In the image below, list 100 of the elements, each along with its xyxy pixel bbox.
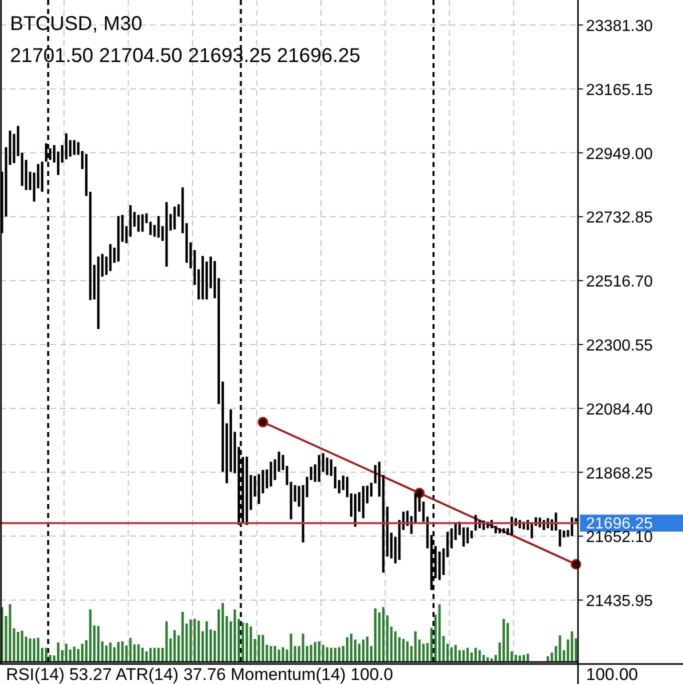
bar (546, 656, 550, 662)
bar (73, 646, 76, 662)
bar (81, 644, 84, 662)
point (258, 416, 268, 428)
bar (502, 528, 505, 534)
bar (246, 623, 248, 662)
bar (374, 608, 376, 662)
bar (117, 642, 120, 662)
bar (189, 620, 192, 662)
bar (173, 206, 176, 230)
bar (242, 622, 244, 662)
bar (65, 644, 68, 662)
y-tick-label: 22732.85 (586, 210, 653, 227)
bar (258, 474, 260, 504)
bar (558, 635, 562, 662)
text: BTCUSD, M30 (10, 13, 142, 35)
bar (466, 648, 469, 662)
bar (526, 654, 530, 662)
bar (121, 641, 124, 662)
bar (358, 644, 360, 662)
bar (193, 618, 196, 662)
bar (32, 638, 36, 662)
bar (362, 486, 364, 518)
bar (314, 642, 316, 662)
bar (478, 650, 481, 662)
text: 100.00 (586, 665, 638, 684)
bar (165, 202, 168, 267)
bar (222, 603, 224, 662)
bar (514, 654, 517, 662)
bar (206, 621, 208, 662)
bar (250, 626, 252, 662)
bar (202, 256, 204, 300)
bar (322, 644, 324, 662)
bar (117, 216, 120, 262)
text: RSI(14) 53.27 ATR(14) 37.76 Momentum(14) 100.0 (6, 665, 394, 684)
bar (109, 244, 112, 272)
y-tick-label: 23165.15 (586, 82, 653, 99)
y-tick-label: 23381.30 (586, 18, 653, 36)
bar (334, 648, 336, 662)
bar (518, 656, 521, 662)
y-tick-label: 21868.25 (586, 465, 653, 482)
bar (346, 637, 348, 662)
bar (89, 609, 92, 662)
bar (36, 638, 40, 662)
y-tick-label: 22084.40 (586, 401, 653, 418)
bar (330, 648, 332, 662)
bar (310, 644, 312, 662)
y-tick-label: 22300.55 (586, 337, 653, 354)
bar (40, 162, 44, 192)
bar (20, 630, 24, 662)
bar (109, 642, 112, 662)
bar (246, 456, 248, 525)
bar (97, 256, 100, 329)
bar (454, 644, 457, 662)
bar (414, 631, 417, 662)
bar (44, 143, 48, 162)
bar (234, 609, 236, 662)
bar (466, 527, 469, 544)
bar (16, 632, 20, 662)
bar (406, 641, 409, 662)
bar (97, 626, 100, 662)
bar (270, 646, 272, 662)
bar (450, 528, 453, 548)
bar (522, 654, 526, 662)
text: 21701.50 21704.50 21693.25 21696.25 (10, 45, 360, 67)
bar (65, 133, 68, 160)
bar (258, 634, 260, 662)
bar (318, 454, 320, 482)
bar (197, 620, 200, 662)
bar (270, 462, 272, 487)
bar (125, 645, 128, 662)
bar (506, 623, 509, 662)
bar (338, 647, 340, 662)
bar (498, 528, 501, 534)
bar (402, 638, 405, 662)
bar (474, 648, 477, 662)
y-tick-label: 21435.95 (586, 593, 653, 610)
bar (262, 634, 264, 662)
bar (462, 650, 465, 662)
bar (366, 636, 368, 662)
bar (28, 638, 32, 662)
y-tick-label: 22949.00 (586, 146, 653, 163)
bar (502, 618, 505, 662)
bar (318, 641, 320, 662)
y-tick-label: 22516.70 (586, 274, 653, 291)
bar (350, 634, 352, 662)
bar (44, 648, 48, 662)
bar (105, 645, 108, 662)
bar (450, 647, 453, 662)
bar (354, 494, 356, 527)
bar (382, 607, 385, 662)
bar (181, 612, 184, 662)
bar (362, 640, 364, 662)
y-tick-label: 21652.10 (586, 529, 653, 546)
bar (165, 621, 168, 662)
bar (73, 140, 76, 155)
bar (57, 642, 60, 662)
bar (306, 646, 308, 662)
bar (173, 630, 176, 662)
bar (326, 647, 328, 662)
